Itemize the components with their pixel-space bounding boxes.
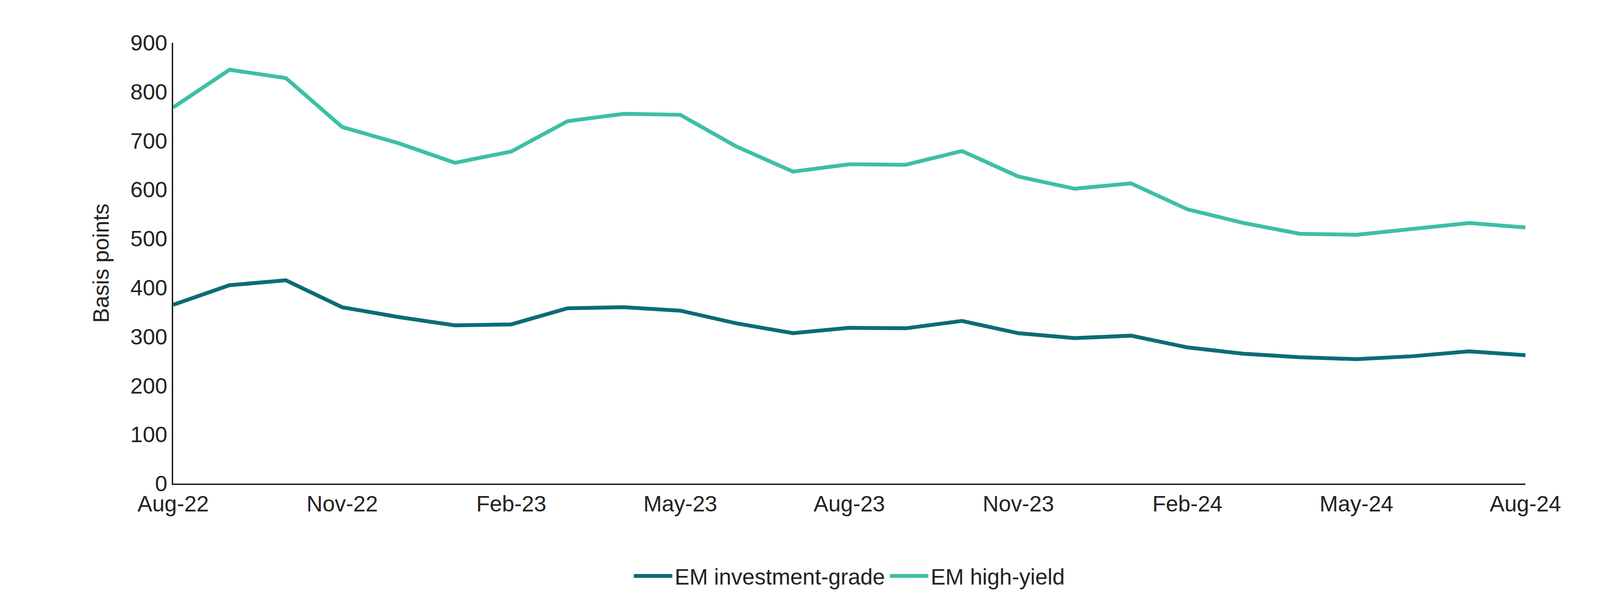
svg-text:Feb-24: Feb-24 <box>1152 491 1223 517</box>
svg-text:Feb-23: Feb-23 <box>476 491 547 517</box>
svg-text:900: 900 <box>130 30 168 56</box>
svg-text:Basis points: Basis points <box>88 203 114 323</box>
svg-text:Aug-22: Aug-22 <box>137 491 209 517</box>
svg-text:800: 800 <box>130 79 168 105</box>
svg-text:Nov-23: Nov-23 <box>982 491 1054 517</box>
svg-text:EM investment-grade: EM investment-grade <box>674 564 886 590</box>
svg-text:200: 200 <box>130 373 168 399</box>
svg-text:0: 0 <box>154 470 168 496</box>
svg-text:Nov-22: Nov-22 <box>306 491 378 517</box>
svg-text:700: 700 <box>130 128 168 154</box>
svg-text:300: 300 <box>130 324 168 350</box>
svg-text:400: 400 <box>130 275 168 301</box>
svg-text:May-24: May-24 <box>1319 491 1394 517</box>
svg-text:100: 100 <box>130 421 168 447</box>
svg-text:EM high-yield: EM high-yield <box>930 564 1066 590</box>
svg-text:Aug-24: Aug-24 <box>1489 491 1562 517</box>
svg-text:Aug-23: Aug-23 <box>813 491 885 517</box>
svg-text:500: 500 <box>130 226 168 252</box>
svg-text:600: 600 <box>130 177 168 203</box>
svg-text:May-23: May-23 <box>643 491 717 517</box>
